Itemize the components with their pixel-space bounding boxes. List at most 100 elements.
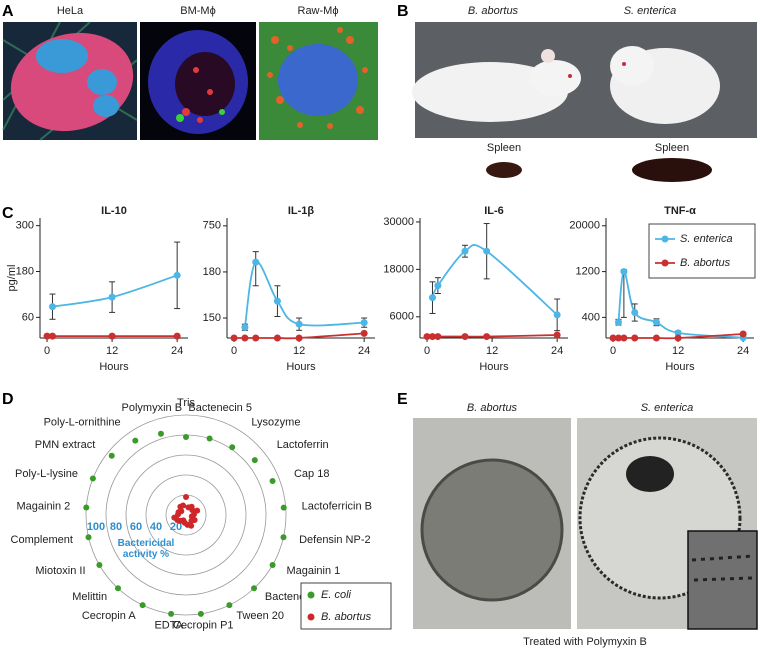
data-point [183,494,189,500]
ring [105,434,267,596]
panel-label: B [397,3,409,20]
data-point [83,504,90,511]
series-line [427,334,558,338]
ring-label: 80 [110,521,122,533]
data-point [252,258,260,266]
x-tick-label: 24 [737,345,749,357]
legend-label: B. abortus [680,257,731,269]
legend-marker [661,235,669,243]
data-point [173,271,181,279]
x-tick-label: 0 [424,345,430,357]
data-point [114,585,121,592]
data-point [434,282,442,290]
data-point [739,330,747,338]
data-point [295,334,303,342]
mice-photo [412,22,757,182]
panel-label: C [2,205,14,222]
y-tick-label: 20000 [569,220,600,232]
data-point [226,602,233,609]
x-tick-label: 0 [231,345,237,357]
data-point [614,318,622,326]
strain-label: B. abortus [467,402,518,414]
x-tick-label: 12 [486,345,498,357]
category-label: Defensin NP-2 [299,534,371,546]
ring-label: 100 [87,521,105,533]
data-point [241,323,249,331]
y-tick-label: 18000 [383,263,414,275]
image-title: Raw-Mϕ [298,5,339,17]
data-point [280,534,287,541]
data-point [188,517,195,524]
data-point [48,303,56,311]
legend-label: E. coli [321,589,352,601]
data-point [428,294,436,302]
legend-marker [307,591,315,599]
y-tick-label: 400 [582,311,600,323]
chart-title: IL-6 [484,205,504,217]
data-point [428,333,436,341]
data-point [108,293,116,301]
category-label: Magainin 2 [16,501,70,513]
x-tick-label: 0 [44,345,50,357]
data-point [85,534,92,541]
ring [125,454,247,576]
strain-label: S. enterica [641,402,694,414]
data-point [183,434,189,440]
data-point [206,435,213,442]
category-label: Lactoferricin B [302,501,372,513]
y-tick-label: 750 [203,220,221,232]
category-label: Poly-L-lysine [15,468,78,480]
data-point [139,602,146,609]
series-line [431,244,558,316]
data-point [553,331,561,339]
data-point [168,610,175,617]
caption: Treated with Polymyxin B [523,636,647,648]
data-point [461,247,469,255]
category-label: Tween 20 [236,610,284,622]
data-point [609,334,617,342]
data-point [614,334,622,342]
category-label: Polymyxin B [122,402,183,414]
image-title: HeLa [57,5,84,17]
data-point [178,508,185,515]
category-label: EDTA [154,620,183,632]
chart-title: IL-1β [288,205,315,217]
category-label: Bactenecin 5 [188,402,252,414]
data-point [229,444,236,451]
y-tick-label: 1200 [576,265,600,277]
x-axis-label: Hours [99,361,129,373]
category-label: PMN extract [35,439,96,451]
micrograph-raw [259,22,378,140]
data-point [280,504,287,511]
legend-label: B. abortus [321,611,372,623]
category-label: Magainin 1 [286,565,340,577]
category-label: Lactoferrin [277,439,329,451]
x-tick-label: 12 [293,345,305,357]
micrograph-bm [140,22,256,140]
data-point [483,247,491,255]
data-point [631,309,639,317]
series-line [244,261,365,328]
category-label: Cecropin P1 [173,620,234,632]
category-label: Tris [177,397,195,409]
image-title: BM-Mϕ [180,5,216,17]
x-tick-label: 24 [358,345,370,357]
category-label: Melittin [72,591,107,603]
organ-label: Spleen [487,142,521,154]
radial-axis-label: Bactericidal activity % [117,538,175,560]
panel-label: A [2,3,14,20]
x-tick-label: 12 [672,345,684,357]
category-label: Lysozyme [251,416,300,428]
data-point [295,320,303,328]
data-point [652,318,660,326]
y-tick-label: 60 [22,311,34,323]
data-point [423,333,431,341]
data-point [108,332,116,340]
data-point [197,610,204,617]
y-axis-label: pg/ml [6,265,18,292]
em-images [413,418,758,630]
category-label: Poly-L-ornithine [44,416,121,428]
x-tick-label: 24 [551,345,563,357]
ring [145,474,227,556]
